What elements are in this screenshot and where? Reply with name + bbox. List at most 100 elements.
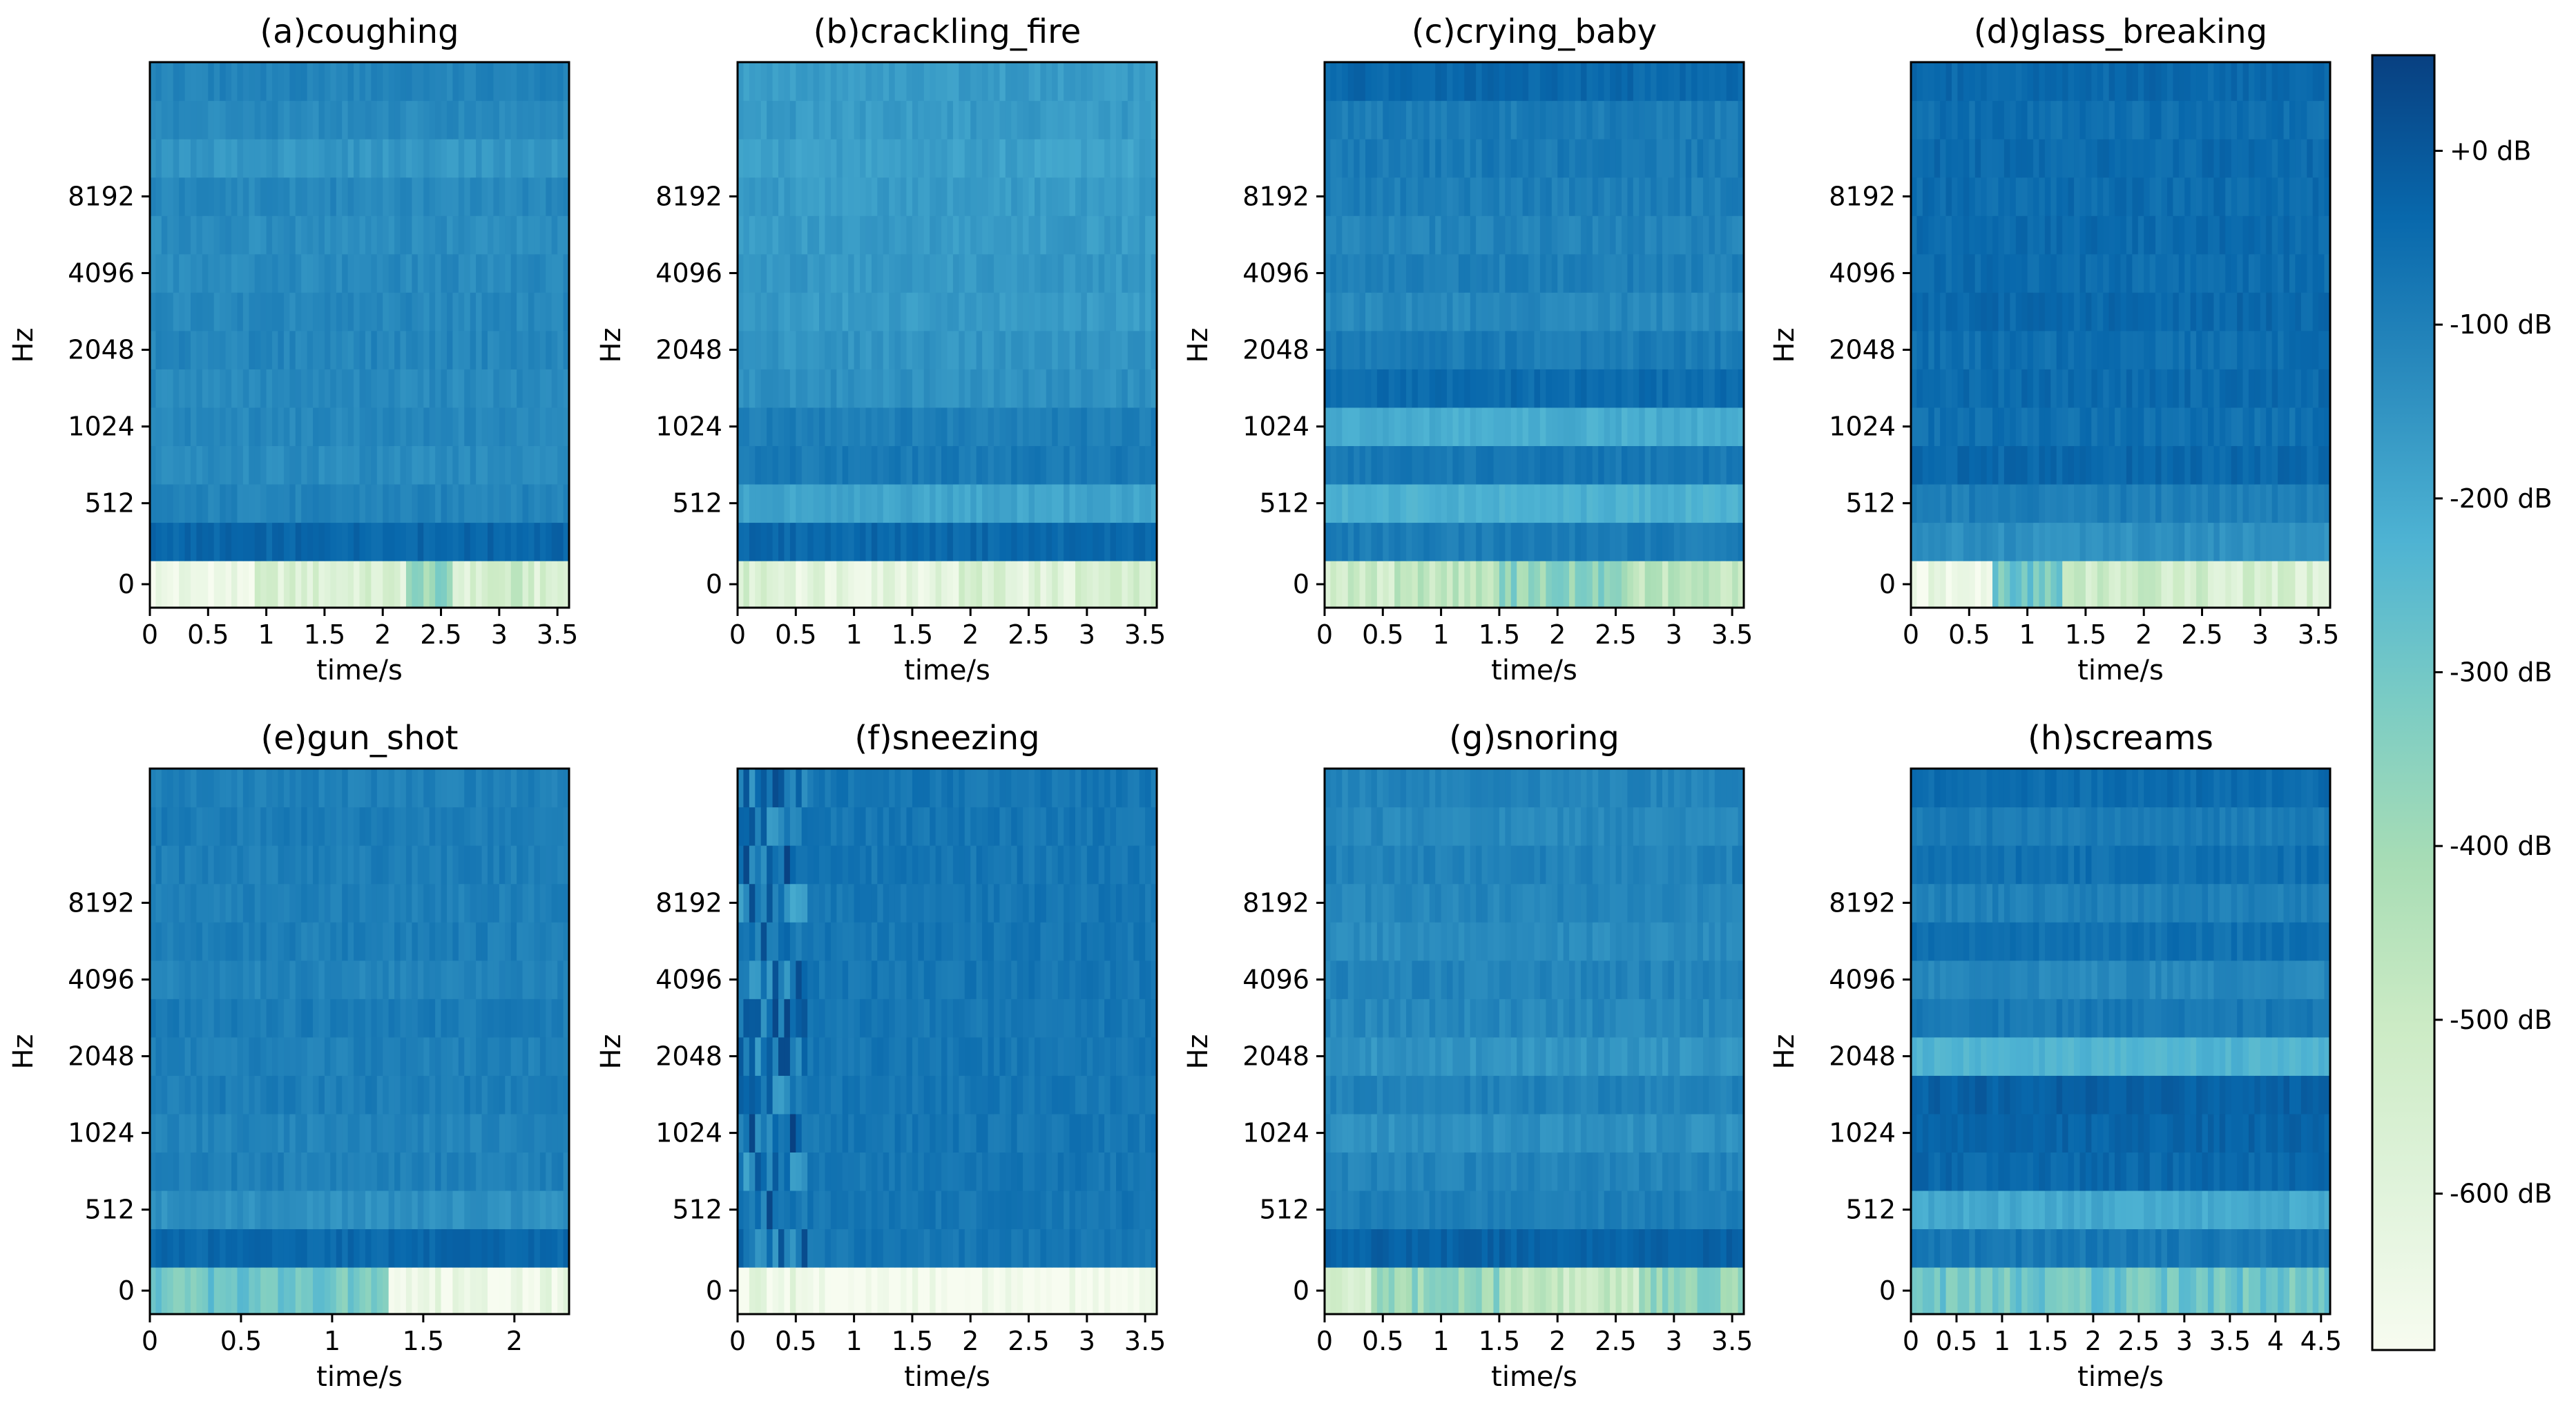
spectrogram-cell xyxy=(1347,62,1354,102)
spectrogram-cell xyxy=(2225,177,2232,216)
spectrogram-cell xyxy=(301,407,308,446)
spectrogram-cell xyxy=(1423,407,1430,446)
spectrogram-cell xyxy=(2155,522,2162,561)
spectrogram-cell xyxy=(272,215,279,255)
spectrogram-cell xyxy=(1499,100,1506,139)
spectrogram-cell xyxy=(912,483,919,523)
spectrogram-cell xyxy=(2155,407,2162,446)
spectrogram-cell xyxy=(481,999,488,1038)
spectrogram-cell xyxy=(534,177,541,216)
spectrogram-cell xyxy=(184,407,191,446)
spectrogram-cell xyxy=(1522,369,1529,408)
spectrogram-cell xyxy=(1359,522,1366,561)
spectrogram-cell xyxy=(242,139,249,178)
spectrogram-cell xyxy=(1493,215,1500,255)
spectrogram-cell xyxy=(383,1267,390,1315)
spectrogram-cell xyxy=(2283,445,2290,485)
spectrogram-cell xyxy=(347,1113,354,1153)
spectrogram-cell xyxy=(423,407,430,446)
spectrogram-cell xyxy=(1081,483,1088,523)
spectrogram-cell xyxy=(952,292,959,331)
spectrogram-cell xyxy=(371,407,378,446)
spectrogram-cell xyxy=(1928,292,1935,331)
spectrogram-cell xyxy=(2050,522,2057,561)
spectrogram-cell xyxy=(539,1267,546,1315)
spectrogram-cell xyxy=(1510,330,1517,369)
spectrogram-cell xyxy=(952,215,959,255)
spectrogram-cell xyxy=(1145,369,1152,408)
spectrogram-cell xyxy=(470,215,477,255)
spectrogram-cell xyxy=(394,139,401,178)
spectrogram-cell xyxy=(1458,139,1465,178)
spectrogram-cell xyxy=(767,330,773,369)
spectrogram-cell xyxy=(871,483,878,523)
spectrogram-cell xyxy=(429,445,436,485)
spectrogram-cell xyxy=(1127,253,1134,293)
spectrogram-cell xyxy=(1447,330,1454,369)
spectrogram-cell xyxy=(1342,522,1349,561)
spectrogram-cell xyxy=(376,445,383,485)
spectrogram-cell xyxy=(505,1113,512,1153)
spectrogram-cell xyxy=(446,215,453,255)
spectrogram-cell xyxy=(1575,253,1582,293)
spectrogram-cell xyxy=(517,407,523,446)
spectrogram-cell xyxy=(354,845,361,885)
spectrogram-cell xyxy=(1365,483,1372,523)
spectrogram-cell xyxy=(167,292,174,331)
spectrogram-cell xyxy=(2307,62,2314,102)
spectrogram-cell xyxy=(1064,139,1070,178)
spectrogram-cell xyxy=(918,100,925,139)
spectrogram-cell xyxy=(1005,445,1012,485)
spectrogram-cell xyxy=(476,1190,483,1230)
spectrogram-cell xyxy=(167,1037,174,1076)
spectrogram-cell xyxy=(342,330,349,369)
spectrogram-cell xyxy=(1709,561,1715,608)
spectrogram-cell xyxy=(278,1228,285,1268)
spectrogram-cell xyxy=(1714,100,1721,139)
spectrogram-cell xyxy=(383,960,390,999)
spectrogram-cell xyxy=(394,1228,401,1268)
spectrogram-cell xyxy=(383,522,390,561)
spectrogram-cell xyxy=(796,292,802,331)
spectrogram-cell xyxy=(546,100,552,139)
spectrogram-cell xyxy=(2027,369,2034,408)
spectrogram-cell xyxy=(1702,177,1710,216)
spectrogram-cell xyxy=(330,483,337,523)
spectrogram-cell xyxy=(1615,330,1622,369)
spectrogram-cell xyxy=(2242,330,2249,369)
spectrogram-cell xyxy=(330,177,337,216)
spectrogram-cell xyxy=(1586,62,1593,102)
y-tick-label: 0 xyxy=(706,569,722,599)
spectrogram-cell xyxy=(2079,369,2086,408)
spectrogram-cell xyxy=(557,1190,564,1230)
spectrogram-cell xyxy=(2266,177,2273,216)
spectrogram-cell xyxy=(1928,522,1935,561)
spectrogram-cell xyxy=(359,1190,366,1230)
spectrogram-cell xyxy=(1928,561,1935,608)
spectrogram-cell xyxy=(784,445,791,485)
spectrogram-cell xyxy=(2213,215,2220,255)
spectrogram-cell xyxy=(493,177,500,216)
spectrogram-cell xyxy=(499,1113,506,1153)
spectrogram-cell xyxy=(2091,330,2098,369)
spectrogram-cell xyxy=(249,253,256,293)
spectrogram-cell xyxy=(1365,330,1372,369)
spectrogram-cell xyxy=(772,483,779,523)
spectrogram-cell xyxy=(272,999,279,1038)
spectrogram-cell xyxy=(2144,522,2151,561)
spectrogram-cell xyxy=(295,999,302,1038)
spectrogram-cell xyxy=(191,1075,198,1115)
spectrogram-cell xyxy=(1505,369,1512,408)
spectrogram-cell xyxy=(1922,215,1929,255)
spectrogram-cell xyxy=(2307,330,2314,369)
spectrogram-cell xyxy=(1963,330,1970,369)
spectrogram-cell xyxy=(1394,177,1401,216)
spectrogram-cell xyxy=(1720,522,1727,561)
spectrogram-cell xyxy=(2039,139,2046,178)
spectrogram-cell xyxy=(1510,522,1517,561)
y-tick-label: 8192 xyxy=(655,181,722,211)
spectrogram-cell xyxy=(272,407,279,446)
spectrogram-cell xyxy=(2108,215,2115,255)
spectrogram-cell xyxy=(1528,445,1535,485)
spectrogram-cell xyxy=(307,1113,314,1153)
